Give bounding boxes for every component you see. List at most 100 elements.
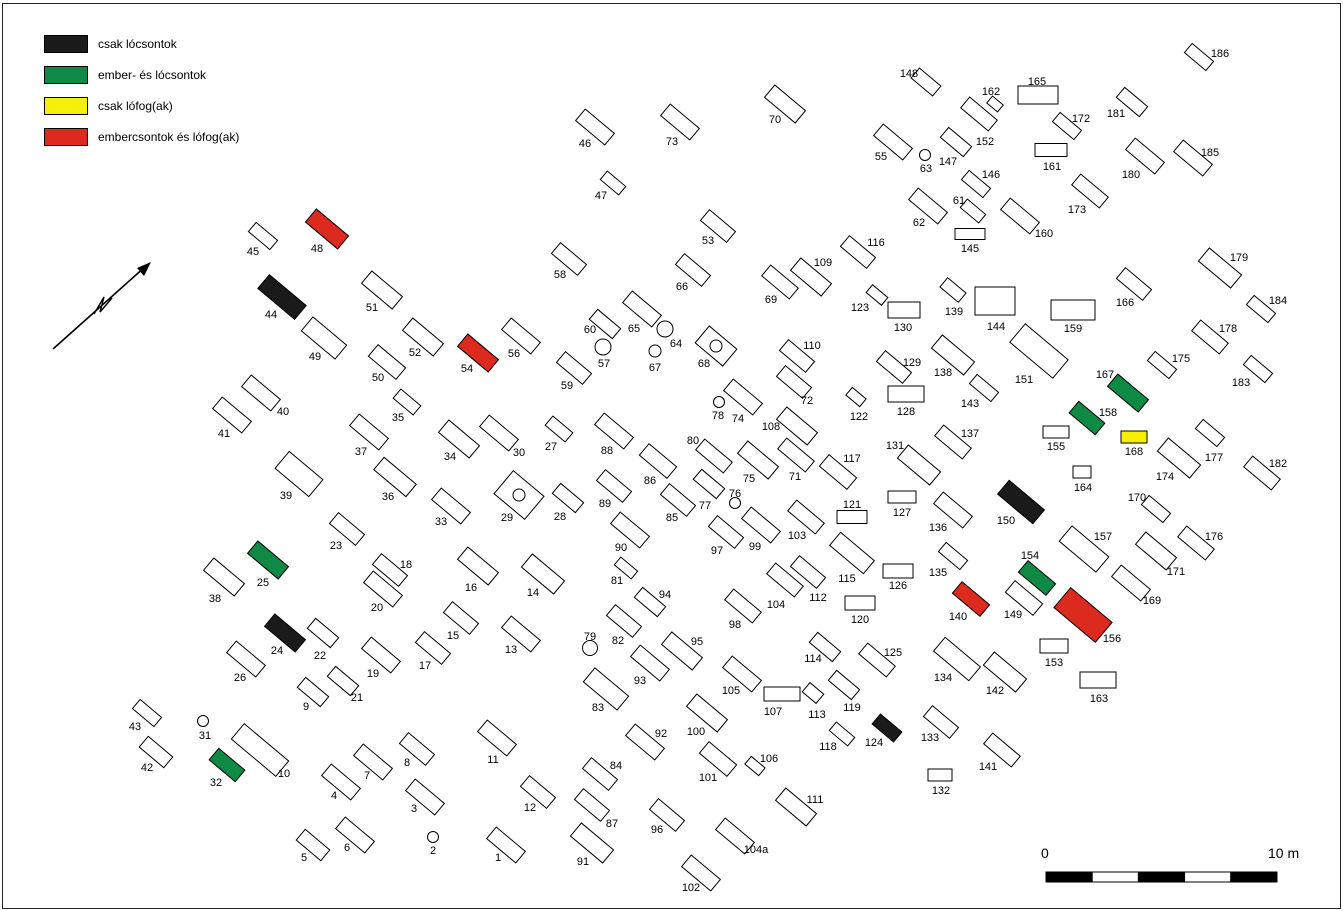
grave-40-label: 40 xyxy=(277,406,289,418)
grave-134-label: 134 xyxy=(934,672,952,684)
grave-10-label: 10 xyxy=(278,768,290,780)
grave-154-outline xyxy=(1017,559,1057,597)
grave-47-outline xyxy=(599,170,627,196)
grave-67-pit xyxy=(648,344,662,358)
legend-label: csak lófog(ak) xyxy=(98,99,173,113)
grave-51-label: 51 xyxy=(366,302,378,314)
grave-13-label: 13 xyxy=(505,644,517,656)
grave-15-outline xyxy=(442,601,480,635)
grave-182-outline xyxy=(1243,455,1281,491)
grave-24-outline xyxy=(263,613,307,653)
grave-94-label: 94 xyxy=(659,589,671,601)
grave-78-label: 78 xyxy=(712,410,724,422)
grave-126-outline xyxy=(882,563,914,579)
grave-157-label: 157 xyxy=(1094,531,1112,543)
grave-176-label: 176 xyxy=(1205,531,1223,543)
grave-90-label: 90 xyxy=(615,542,627,554)
grave-98-label: 98 xyxy=(729,619,741,631)
grave-58-outline xyxy=(550,242,588,276)
grave-61-label: 61 xyxy=(953,195,965,207)
grave-46-outline xyxy=(574,108,616,146)
grave-118-outline xyxy=(828,721,856,747)
grave-159-label: 159 xyxy=(1064,323,1082,335)
grave-104-outline xyxy=(766,562,804,598)
scale-bar-segment xyxy=(1137,871,1186,883)
grave-98-outline xyxy=(724,588,762,624)
grave-146-outline xyxy=(960,169,992,199)
grave-9-outline xyxy=(296,676,330,708)
grave-165-outline xyxy=(1017,85,1059,105)
grave-163-label: 163 xyxy=(1090,693,1108,705)
grave-151-label: 151 xyxy=(1015,374,1033,386)
grave-32-outline xyxy=(208,747,246,783)
grave-155-outline xyxy=(1042,425,1070,439)
grave-7-label: 7 xyxy=(364,770,370,782)
grave-99-outline xyxy=(740,506,782,544)
grave-89-label: 89 xyxy=(599,498,611,510)
grave-173-label: 173 xyxy=(1068,204,1086,216)
grave-28-label: 28 xyxy=(554,511,566,523)
grave-19-outline xyxy=(360,636,402,674)
grave-100-label: 100 xyxy=(687,726,705,738)
grave-186-outline xyxy=(1183,42,1215,72)
grave-47-label: 47 xyxy=(595,190,607,202)
grave-115-label: 115 xyxy=(838,573,856,585)
grave-100-outline xyxy=(685,693,729,733)
grave-137-outline xyxy=(934,424,972,460)
grave-176-outline xyxy=(1177,525,1215,561)
grave-16-outline xyxy=(456,546,500,586)
grave-110-outline xyxy=(778,339,816,373)
grave-14-outline xyxy=(520,553,566,595)
grave-170-label: 170 xyxy=(1128,492,1146,504)
grave-1-outline xyxy=(485,826,527,864)
legend-swatch xyxy=(44,97,88,115)
grave-132-outline xyxy=(927,768,953,782)
grave-3-label: 3 xyxy=(411,803,417,815)
grave-80-label: 80 xyxy=(687,435,699,447)
grave-82-outline xyxy=(605,604,643,638)
scale-bar-segment xyxy=(1230,871,1278,883)
grave-167-label: 167 xyxy=(1096,369,1114,381)
grave-109-label: 109 xyxy=(814,257,832,269)
grave-32-label: 32 xyxy=(210,777,222,789)
grave-52-outline xyxy=(401,317,445,357)
grave-127-label: 127 xyxy=(893,507,911,519)
grave-25-outline xyxy=(246,540,290,580)
grave-136-outline xyxy=(932,491,974,529)
grave-35-label: 35 xyxy=(392,412,404,424)
grave-17-label: 17 xyxy=(419,660,431,672)
grave-106-label: 106 xyxy=(760,753,778,765)
grave-120-outline xyxy=(844,595,876,611)
grave-9-label: 9 xyxy=(303,701,309,713)
grave-180-outline xyxy=(1124,137,1166,175)
grave-147-outline xyxy=(939,126,973,158)
grave-42-label: 42 xyxy=(141,762,153,774)
grave-1-label: 1 xyxy=(495,852,501,864)
grave-4-label: 4 xyxy=(331,790,337,802)
grave-79-pit xyxy=(582,640,598,656)
grave-92-outline xyxy=(624,723,666,761)
grave-167-outline xyxy=(1106,373,1150,413)
grave-107-outline xyxy=(763,686,801,702)
grave-169-label: 169 xyxy=(1143,595,1161,607)
grave-33-outline xyxy=(430,487,472,525)
grave-13-outline xyxy=(500,615,542,653)
grave-83-outline xyxy=(582,667,630,711)
grave-17-outline xyxy=(414,631,452,665)
grave-108-outline xyxy=(775,406,819,446)
grave-83-label: 83 xyxy=(592,702,604,714)
grave-66-outline xyxy=(674,253,712,287)
grave-30-outline xyxy=(478,414,520,452)
grave-175-label: 175 xyxy=(1172,353,1190,365)
grave-75-outline xyxy=(736,440,780,480)
grave-31-pit xyxy=(197,715,209,727)
grave-121-label: 121 xyxy=(843,499,861,511)
grave-54-outline xyxy=(456,333,500,373)
grave-95-label: 95 xyxy=(691,636,703,648)
grave-134-outline xyxy=(932,636,982,682)
grave-75-label: 75 xyxy=(743,473,755,485)
grave-79-label: 79 xyxy=(584,631,596,643)
grave-26-outline xyxy=(225,640,267,678)
grave-168-label: 168 xyxy=(1125,446,1143,458)
grave-65-outline xyxy=(621,290,663,328)
